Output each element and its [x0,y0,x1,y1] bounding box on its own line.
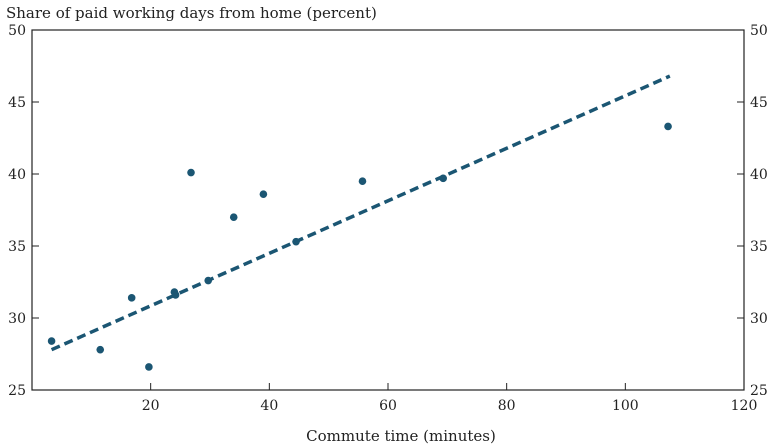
plot-area-border [31,29,745,391]
x-tick-label: 60 [379,398,397,414]
data-point [259,190,268,198]
data-point [358,177,367,185]
axis-ticks: 25 25 30 30 35 35 40 40 45 45 50 50 20 40 60 80 100 120 [8,23,768,414]
y-tick-label-right: 50 [750,23,768,39]
y-tick-label-right: 40 [750,167,768,183]
data-point [127,294,136,302]
data-point [229,213,238,221]
y-tick-label-right: 25 [750,383,768,399]
x-axis-label: Commute time (minutes) [306,427,496,445]
trend-line-layer [50,74,671,352]
y-tick-label-left: 30 [8,311,26,327]
chart-title: Share of paid working days from home (pe… [6,4,377,22]
data-point [292,237,300,246]
data-point [664,122,672,131]
plot-frame [31,29,745,391]
x-tick-label: 40 [260,398,278,414]
x-tick-label: 20 [142,398,160,414]
x-tick-label: 80 [498,398,516,414]
data-point [204,276,213,285]
y-tick-label-right: 30 [750,311,768,327]
x-tick-label: 120 [731,398,758,414]
y-tick-label-left: 40 [8,167,26,183]
data-point [47,337,56,345]
y-tick-label-right: 35 [750,239,768,255]
trend-line [50,74,671,352]
data-point [171,291,180,299]
y-tick-label-right: 45 [750,95,768,111]
y-tick-label-left: 25 [8,383,26,399]
data-point [439,174,447,183]
y-tick-label-left: 45 [8,95,26,111]
data-point [96,345,105,354]
y-tick-label-left: 50 [8,23,26,39]
data-points [47,122,672,371]
data-point [187,168,195,177]
data-point [145,363,153,371]
x-tick-label: 100 [612,398,639,414]
y-tick-label-left: 35 [8,239,26,255]
